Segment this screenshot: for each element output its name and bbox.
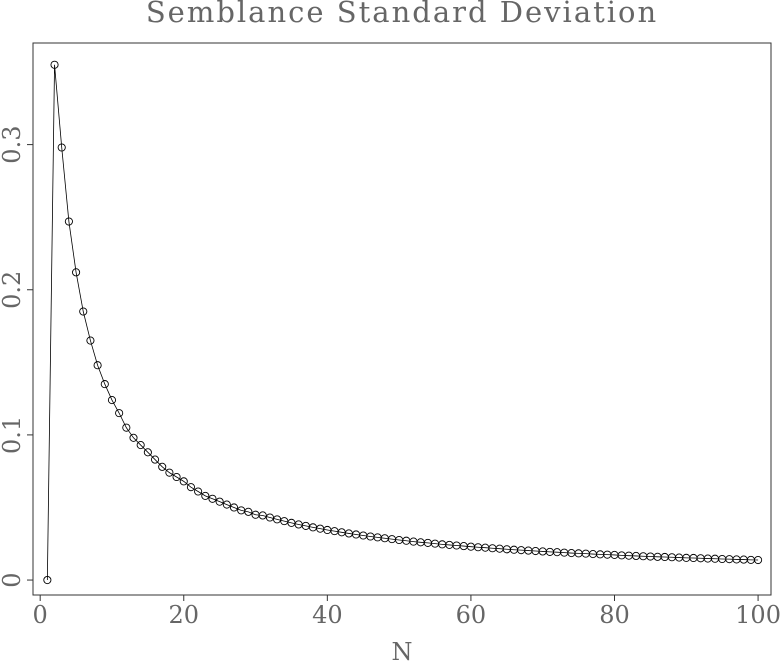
data-point — [64, 217, 73, 226]
data-point — [158, 462, 167, 471]
data-point — [215, 497, 224, 506]
data-point — [165, 468, 174, 477]
data-point — [86, 336, 95, 345]
chart-title: Semblance Standard Deviation — [146, 0, 658, 29]
data-point — [754, 555, 763, 565]
data-point — [129, 433, 138, 442]
x-tick-label: 40 — [312, 601, 343, 629]
x-tick-label: 80 — [599, 601, 630, 629]
data-point — [43, 575, 52, 585]
data-point — [57, 143, 66, 152]
data-point — [122, 423, 131, 432]
data-point — [107, 396, 117, 405]
data-line — [46, 64, 759, 581]
data-point — [222, 500, 231, 509]
data-point — [179, 477, 188, 486]
data-point — [50, 60, 59, 69]
data-point — [136, 441, 145, 450]
x-tick-label: 60 — [456, 601, 487, 629]
data-point — [143, 448, 152, 457]
data-point — [79, 307, 88, 316]
data-point — [244, 507, 253, 516]
plot-frame — [32, 42, 772, 596]
data-point — [93, 361, 102, 370]
data-point — [201, 491, 210, 500]
y-tick-label: 0.3 — [0, 126, 26, 164]
y-tick-label: 0.1 — [0, 416, 26, 454]
data-point — [208, 494, 217, 503]
y-tick-label: 0 — [0, 572, 26, 587]
x-axis-label: N — [392, 638, 413, 661]
data-point — [258, 511, 267, 520]
data-point — [172, 472, 181, 482]
data-point — [115, 409, 124, 418]
data-point — [229, 503, 239, 512]
data-point — [150, 455, 160, 464]
y-tick-label: 0.2 — [0, 271, 26, 309]
data-point — [72, 268, 81, 277]
x-tick-label: 100 — [735, 601, 781, 629]
data-point — [100, 380, 109, 389]
data-point — [194, 487, 203, 496]
data-point — [186, 483, 195, 492]
x-tick-label: 20 — [168, 601, 199, 629]
x-tick-label: 0 — [33, 601, 48, 629]
